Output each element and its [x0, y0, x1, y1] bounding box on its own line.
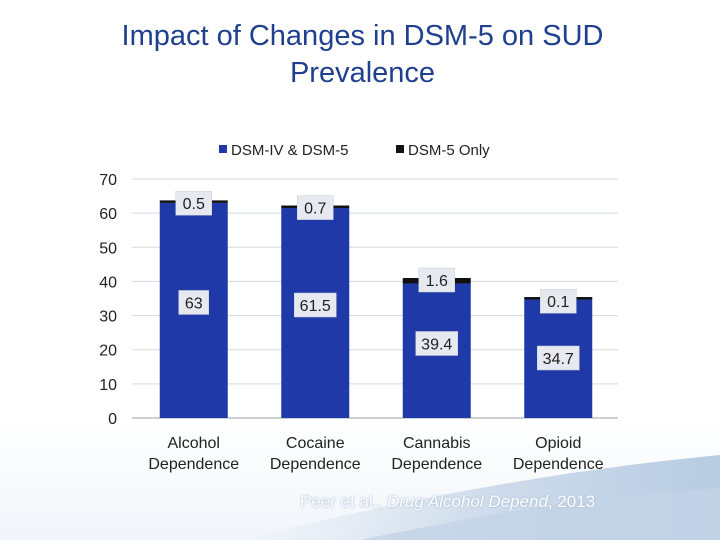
data-label-dsm-iv-and-dsm-5: 63: [178, 290, 209, 315]
title-line-2: Prevalence: [289, 57, 436, 89]
data-label-box: [175, 190, 212, 216]
y-tick-label: 30: [99, 309, 117, 326]
data-label-text: 1.6: [426, 273, 448, 290]
legend-swatch: [396, 145, 404, 153]
y-axis-ticks: 0 10 20 30 40 50 60 70: [99, 172, 117, 428]
data-label-text: 34.7: [543, 351, 574, 368]
slide-title: Impact of Changes in DSM-5 on SUD Preval…: [40, 18, 685, 92]
x-axis-ticks: Alcohol Dependence Cocaine Dependence Cannab…: [148, 435, 603, 473]
y-tick-label: 60: [99, 206, 117, 223]
x-tick-label: Opioid: [535, 435, 581, 452]
x-tick-label: Cocaine: [286, 435, 345, 452]
x-tick-label: Dependence: [513, 456, 604, 473]
data-label-dsm-5-only: 0.1: [540, 288, 577, 314]
citation: Peer et al., Drug Alcohol Depend, 2013: [300, 492, 595, 512]
data-label-box: [178, 290, 209, 315]
data-label-dsm-iv-and-dsm-5: 61.5: [294, 292, 337, 318]
y-tick-label: 20: [99, 343, 117, 360]
legend: DSM-IV & DSM-5 DSM-5 Only: [219, 142, 490, 159]
data-label-text: 0.1: [547, 294, 569, 311]
data-label-text: 63: [185, 295, 203, 312]
data-label-dsm-5-only: 0.5: [175, 190, 212, 216]
legend-label: DSM-IV & DSM-5: [231, 142, 349, 159]
title-line-1: Impact of Changes in DSM-5 on SUD: [121, 20, 604, 52]
data-label-box: [294, 292, 337, 318]
citation-year: , 2013: [547, 492, 596, 511]
data-label-dsm-5-only: 1.6: [418, 267, 455, 293]
bars: [159, 200, 593, 418]
x-tick-label: Cannabis: [403, 435, 471, 452]
data-label-dsm-iv-and-dsm-5: 39.4: [415, 331, 458, 356]
y-tick-label: 10: [99, 377, 117, 394]
y-tick-label: 50: [99, 240, 117, 257]
data-labels: 0.5 63 0.7 61.5 1.6 39.4 0.1 34.7: [175, 190, 580, 371]
data-label-text: 0.5: [183, 196, 205, 213]
data-label-box: [415, 331, 458, 356]
data-label-dsm-iv-and-dsm-5: 34.7: [537, 345, 580, 371]
x-tick-label: Alcohol: [168, 435, 220, 452]
data-label-box: [540, 288, 577, 314]
legend-label: DSM-5 Only: [408, 142, 490, 159]
y-tick-label: 70: [99, 172, 117, 189]
data-label-text: 0.7: [304, 201, 326, 218]
data-label-text: 61.5: [300, 298, 331, 315]
y-tick-label: 40: [99, 274, 117, 291]
data-label-text: 39.4: [421, 336, 452, 353]
citation-journal: Drug Alcohol Depend: [386, 492, 548, 511]
citation-authors: Peer et al.,: [300, 492, 387, 511]
data-label-box: [297, 195, 334, 220]
data-label-box: [537, 345, 580, 371]
data-label-dsm-5-only: 0.7: [297, 195, 334, 220]
x-tick-label: Dependence: [270, 456, 361, 473]
y-tick-label: 0: [108, 411, 117, 428]
legend-swatch: [219, 145, 227, 153]
data-label-box: [418, 267, 455, 293]
x-tick-label: Dependence: [148, 456, 239, 473]
x-tick-label: Dependence: [391, 456, 482, 473]
